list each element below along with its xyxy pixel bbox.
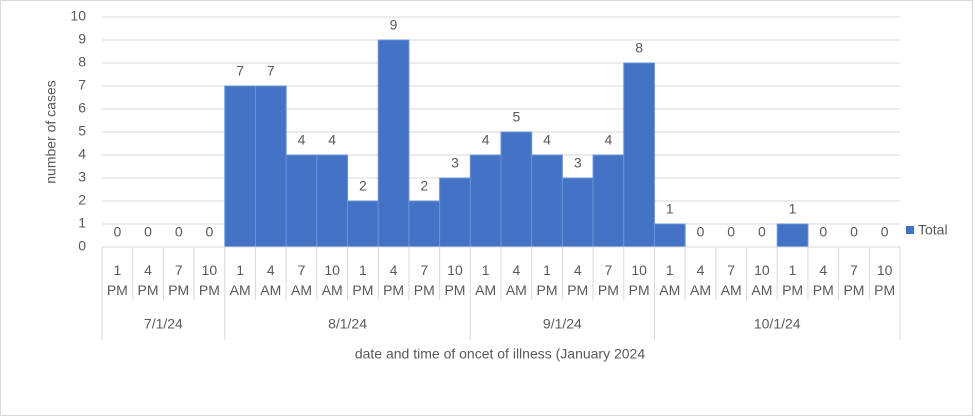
- bar: [347, 200, 379, 248]
- x-tick-label: 4 PM: [812, 262, 834, 298]
- data-label: 1: [789, 201, 797, 217]
- bar: [653, 223, 686, 248]
- bar: [285, 154, 318, 248]
- data-label: 1: [666, 201, 674, 217]
- x-tick-label: 4 PM: [137, 262, 159, 298]
- x-tick-label: 7 AM: [290, 262, 312, 298]
- bar: [377, 39, 410, 248]
- y-tick-label: 3: [78, 169, 86, 185]
- data-label: 0: [113, 224, 121, 240]
- data-label: 4: [543, 132, 551, 148]
- legend-swatch: [906, 226, 914, 234]
- group-label: 9/1/24: [543, 316, 582, 332]
- y-axis-label: number of cases: [43, 80, 59, 184]
- x-tick-label: 4 AM: [505, 262, 527, 298]
- x-tick-label: 1 PM: [782, 262, 804, 298]
- data-label: 0: [727, 224, 735, 240]
- data-label: 2: [359, 178, 367, 194]
- data-label: 0: [881, 224, 889, 240]
- bar: [439, 177, 471, 248]
- y-tick-label: 2: [78, 192, 86, 208]
- data-label: 2: [420, 178, 428, 194]
- x-tick-label: 7 PM: [413, 262, 435, 298]
- bar: [776, 223, 809, 248]
- y-tick-label: 9: [78, 31, 86, 47]
- data-label: 0: [697, 224, 705, 240]
- bar: [623, 62, 655, 248]
- data-label: 0: [144, 224, 152, 240]
- x-tick-label: 1 AM: [229, 262, 251, 298]
- data-label: 7: [236, 63, 244, 79]
- data-label: 7: [267, 63, 275, 79]
- x-tick-label: 4 AM: [260, 262, 282, 298]
- data-label: 0: [206, 224, 214, 240]
- x-tick-label: 10 PM: [628, 262, 650, 298]
- bar: [561, 177, 594, 248]
- x-axis-label: date and time of oncet of illness (Janua…: [355, 346, 646, 362]
- x-tick-label: 7 PM: [843, 262, 865, 298]
- x-tick-label: 7 AM: [720, 262, 742, 298]
- y-tick-label: 5: [78, 123, 86, 139]
- x-tick-label: 10 PM: [874, 262, 896, 298]
- bar: [254, 85, 287, 248]
- data-label: 4: [328, 132, 336, 148]
- group-label: 7/1/24: [144, 316, 183, 332]
- x-tick-label: 1 PM: [536, 262, 558, 298]
- data-label: 3: [451, 155, 459, 171]
- data-label: 4: [482, 132, 490, 148]
- data-label: 4: [298, 132, 306, 148]
- group-label: 10/1/24: [754, 316, 801, 332]
- x-tick-label: 1 AM: [659, 262, 681, 298]
- x-tick-label: 1 PM: [352, 262, 374, 298]
- y-tick-label: 6: [78, 100, 86, 116]
- y-tick-label: 8: [78, 54, 86, 70]
- data-label: 8: [635, 40, 643, 56]
- data-label: 5: [512, 109, 520, 125]
- bar: [531, 154, 563, 248]
- x-tick-label: 4 AM: [689, 262, 711, 298]
- x-tick-label: 1 AM: [475, 262, 497, 298]
- x-tick-label: 10 PM: [444, 262, 466, 298]
- x-tick-label: 10 AM: [321, 262, 343, 298]
- bar: [592, 154, 625, 248]
- legend-label: Total: [918, 222, 948, 238]
- x-tick-label: 1 PM: [106, 262, 128, 298]
- x-tick-label: 7 PM: [168, 262, 190, 298]
- data-label: 0: [850, 224, 858, 240]
- data-label: 4: [605, 132, 613, 148]
- bar: [316, 154, 349, 248]
- data-label: 0: [819, 224, 827, 240]
- y-tick-label: 1: [78, 215, 86, 231]
- x-tick-label: 10 AM: [751, 262, 773, 298]
- y-tick-label: 7: [78, 77, 86, 93]
- x-tick-label: 7 PM: [597, 262, 619, 298]
- x-tick-label: 4 PM: [567, 262, 589, 298]
- y-tick-label: 4: [78, 146, 86, 162]
- bar: [469, 154, 502, 248]
- data-label: 3: [574, 155, 582, 171]
- group-label: 8/1/24: [328, 316, 367, 332]
- data-label: 0: [758, 224, 766, 240]
- y-tick-label: 10: [70, 8, 86, 24]
- y-tick-label: 0: [78, 238, 86, 254]
- x-tick-label: 4 PM: [383, 262, 405, 298]
- bar: [500, 131, 533, 248]
- bar: [408, 200, 441, 248]
- bar: [224, 85, 256, 248]
- data-label: 9: [390, 17, 398, 33]
- data-label: 0: [175, 224, 183, 240]
- x-tick-label: 10 PM: [198, 262, 220, 298]
